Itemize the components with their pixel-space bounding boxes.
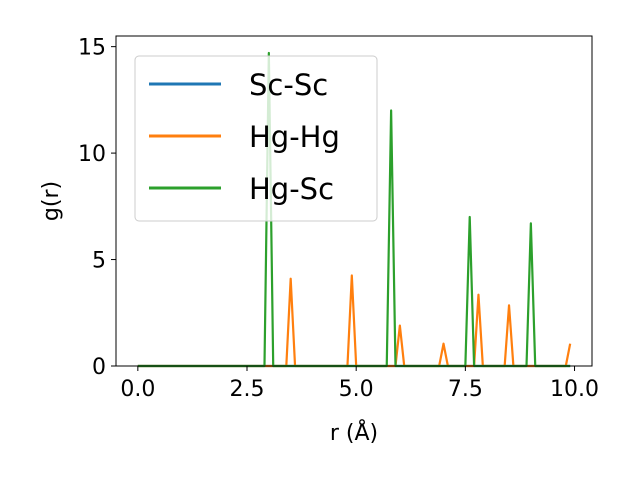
legend-label: Hg-Sc: [249, 172, 334, 206]
x-axis-label: r (Å): [330, 419, 378, 446]
legend-label: Sc-Sc: [249, 68, 328, 102]
x-tick-label: 5.0: [339, 377, 374, 402]
y-tick-label: 10: [78, 142, 106, 167]
legend-label: Hg-Hg: [249, 120, 340, 154]
y-tick-label: 5: [92, 249, 106, 274]
legend: Sc-Sc Hg-Hg Hg-Sc: [134, 55, 378, 222]
legend-box: [134, 55, 378, 222]
series-line-hg-hg: [137, 274, 572, 368]
y-tick-label: 15: [78, 36, 106, 61]
y-tick-label: 0: [92, 355, 106, 380]
x-tick-label: 0.0: [120, 377, 155, 402]
y-axis-label: g(r): [39, 181, 64, 221]
y-ticks: 0 5 10 15: [78, 36, 116, 380]
x-ticks: 0.0 2.5 5.0 7.5 10.0: [120, 366, 599, 402]
x-tick-label: 2.5: [230, 377, 265, 402]
legend-items: Sc-Sc Hg-Hg Hg-Sc: [149, 68, 340, 206]
plot-frame: [115, 35, 593, 367]
x-tick-label: 10.0: [550, 377, 599, 402]
x-tick-label: 7.5: [448, 377, 483, 402]
